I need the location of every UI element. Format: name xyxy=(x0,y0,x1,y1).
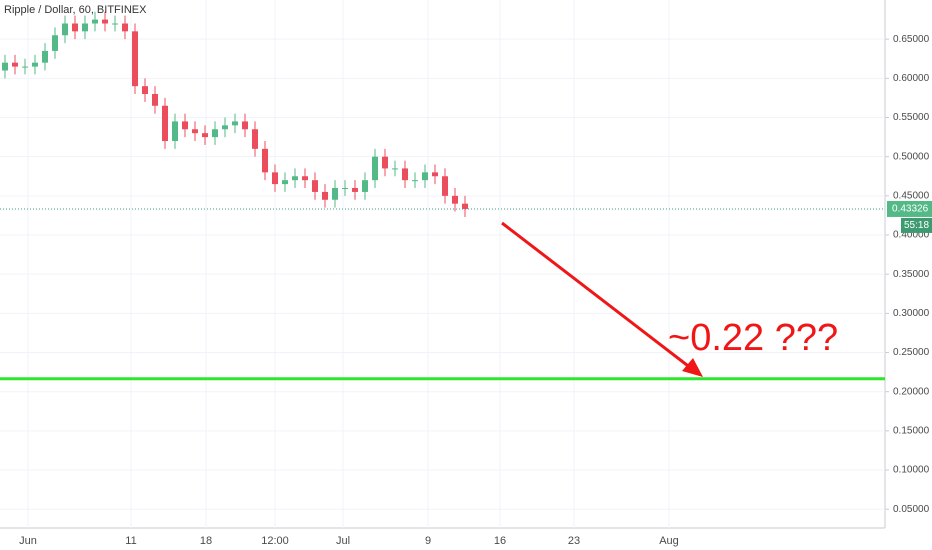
candle-body xyxy=(382,156,388,169)
candle-body xyxy=(252,129,258,149)
candle-body xyxy=(422,172,428,181)
chart-title: Ripple / Dollar, 60, BITFINEX xyxy=(4,4,147,16)
candle-body xyxy=(232,121,238,126)
x-tick-label: 11 xyxy=(125,535,136,547)
candle-body xyxy=(402,168,408,181)
y-tick-label: 0.65000 xyxy=(893,34,930,45)
candle-body xyxy=(312,180,318,192)
candle-body xyxy=(442,176,448,196)
x-tick-label: 12:00 xyxy=(261,535,289,547)
candle-body xyxy=(62,23,68,36)
candle-body xyxy=(352,188,358,192)
candle-body xyxy=(462,203,468,209)
candle-body xyxy=(42,50,48,63)
countdown-label: 55:18 xyxy=(904,220,929,231)
candle-body xyxy=(132,31,138,87)
candle-body xyxy=(292,176,298,181)
y-tick-label: 0.45000 xyxy=(893,190,930,201)
y-tick-label: 0.60000 xyxy=(893,73,930,84)
x-tick-label: Jul xyxy=(336,535,350,547)
last-price-box xyxy=(887,200,932,217)
marks xyxy=(0,11,885,381)
candle-body xyxy=(162,105,168,142)
candle-body xyxy=(22,66,28,68)
candle-body xyxy=(32,62,38,67)
y-tick-label: 0.10000 xyxy=(893,465,930,476)
countdown-box xyxy=(901,217,932,233)
grid xyxy=(0,0,885,528)
last-price-label: 0.43326 xyxy=(892,204,929,215)
candle-body xyxy=(262,148,268,173)
y-tick-label: 0.55000 xyxy=(893,112,930,123)
candle-body xyxy=(342,188,348,190)
candle-body xyxy=(122,23,128,32)
y-tick-label: 0.15000 xyxy=(893,426,930,437)
y-tick-label: 0.20000 xyxy=(893,386,930,397)
candle-body xyxy=(452,195,458,204)
x-tick-label: 18 xyxy=(200,535,212,547)
candle-body xyxy=(72,23,78,32)
candle-body xyxy=(222,125,228,130)
candle-body xyxy=(82,23,88,32)
x-tick-label: 16 xyxy=(494,535,506,547)
arrow-shaft xyxy=(501,221,697,374)
y-tick-label: 0.30000 xyxy=(893,308,930,319)
candle-body xyxy=(332,188,338,200)
candle-body xyxy=(92,19,98,24)
candle-body xyxy=(142,86,148,95)
y-tick-label: 0.50000 xyxy=(893,151,930,162)
y-tick-label: 0.25000 xyxy=(893,347,930,358)
x-tick-label: 23 xyxy=(568,535,580,547)
candle-body xyxy=(182,121,188,130)
candle-body xyxy=(212,129,218,138)
candle-body xyxy=(372,156,378,181)
candle-body xyxy=(322,191,328,200)
candle-body xyxy=(152,94,158,106)
candle-body xyxy=(202,133,208,138)
x-tick-label: Jun xyxy=(19,535,37,547)
candle-body xyxy=(432,172,438,177)
candle-body xyxy=(362,180,368,192)
candle-body xyxy=(392,168,398,170)
candle-body xyxy=(52,35,58,51)
candle-body xyxy=(172,121,178,142)
y-tick-label: 0.35000 xyxy=(893,269,930,280)
candle-body xyxy=(242,121,248,130)
candle-body xyxy=(282,180,288,185)
annotation: ~0.22 ??? xyxy=(668,317,838,359)
x-tick-label: 9 xyxy=(425,535,431,547)
y-tick-label: 0.05000 xyxy=(893,504,930,515)
candle-body xyxy=(112,23,118,25)
candle-body xyxy=(12,62,18,67)
candle-body xyxy=(192,129,198,134)
y-tick-label: 0.40000 xyxy=(893,230,930,241)
arrow-head xyxy=(682,358,703,377)
candle-body xyxy=(102,19,108,24)
x-tick-label: Aug xyxy=(659,535,679,547)
candle-body xyxy=(302,176,308,181)
candle-body xyxy=(412,180,418,182)
candle-body xyxy=(2,62,8,71)
candle-body xyxy=(272,172,278,185)
